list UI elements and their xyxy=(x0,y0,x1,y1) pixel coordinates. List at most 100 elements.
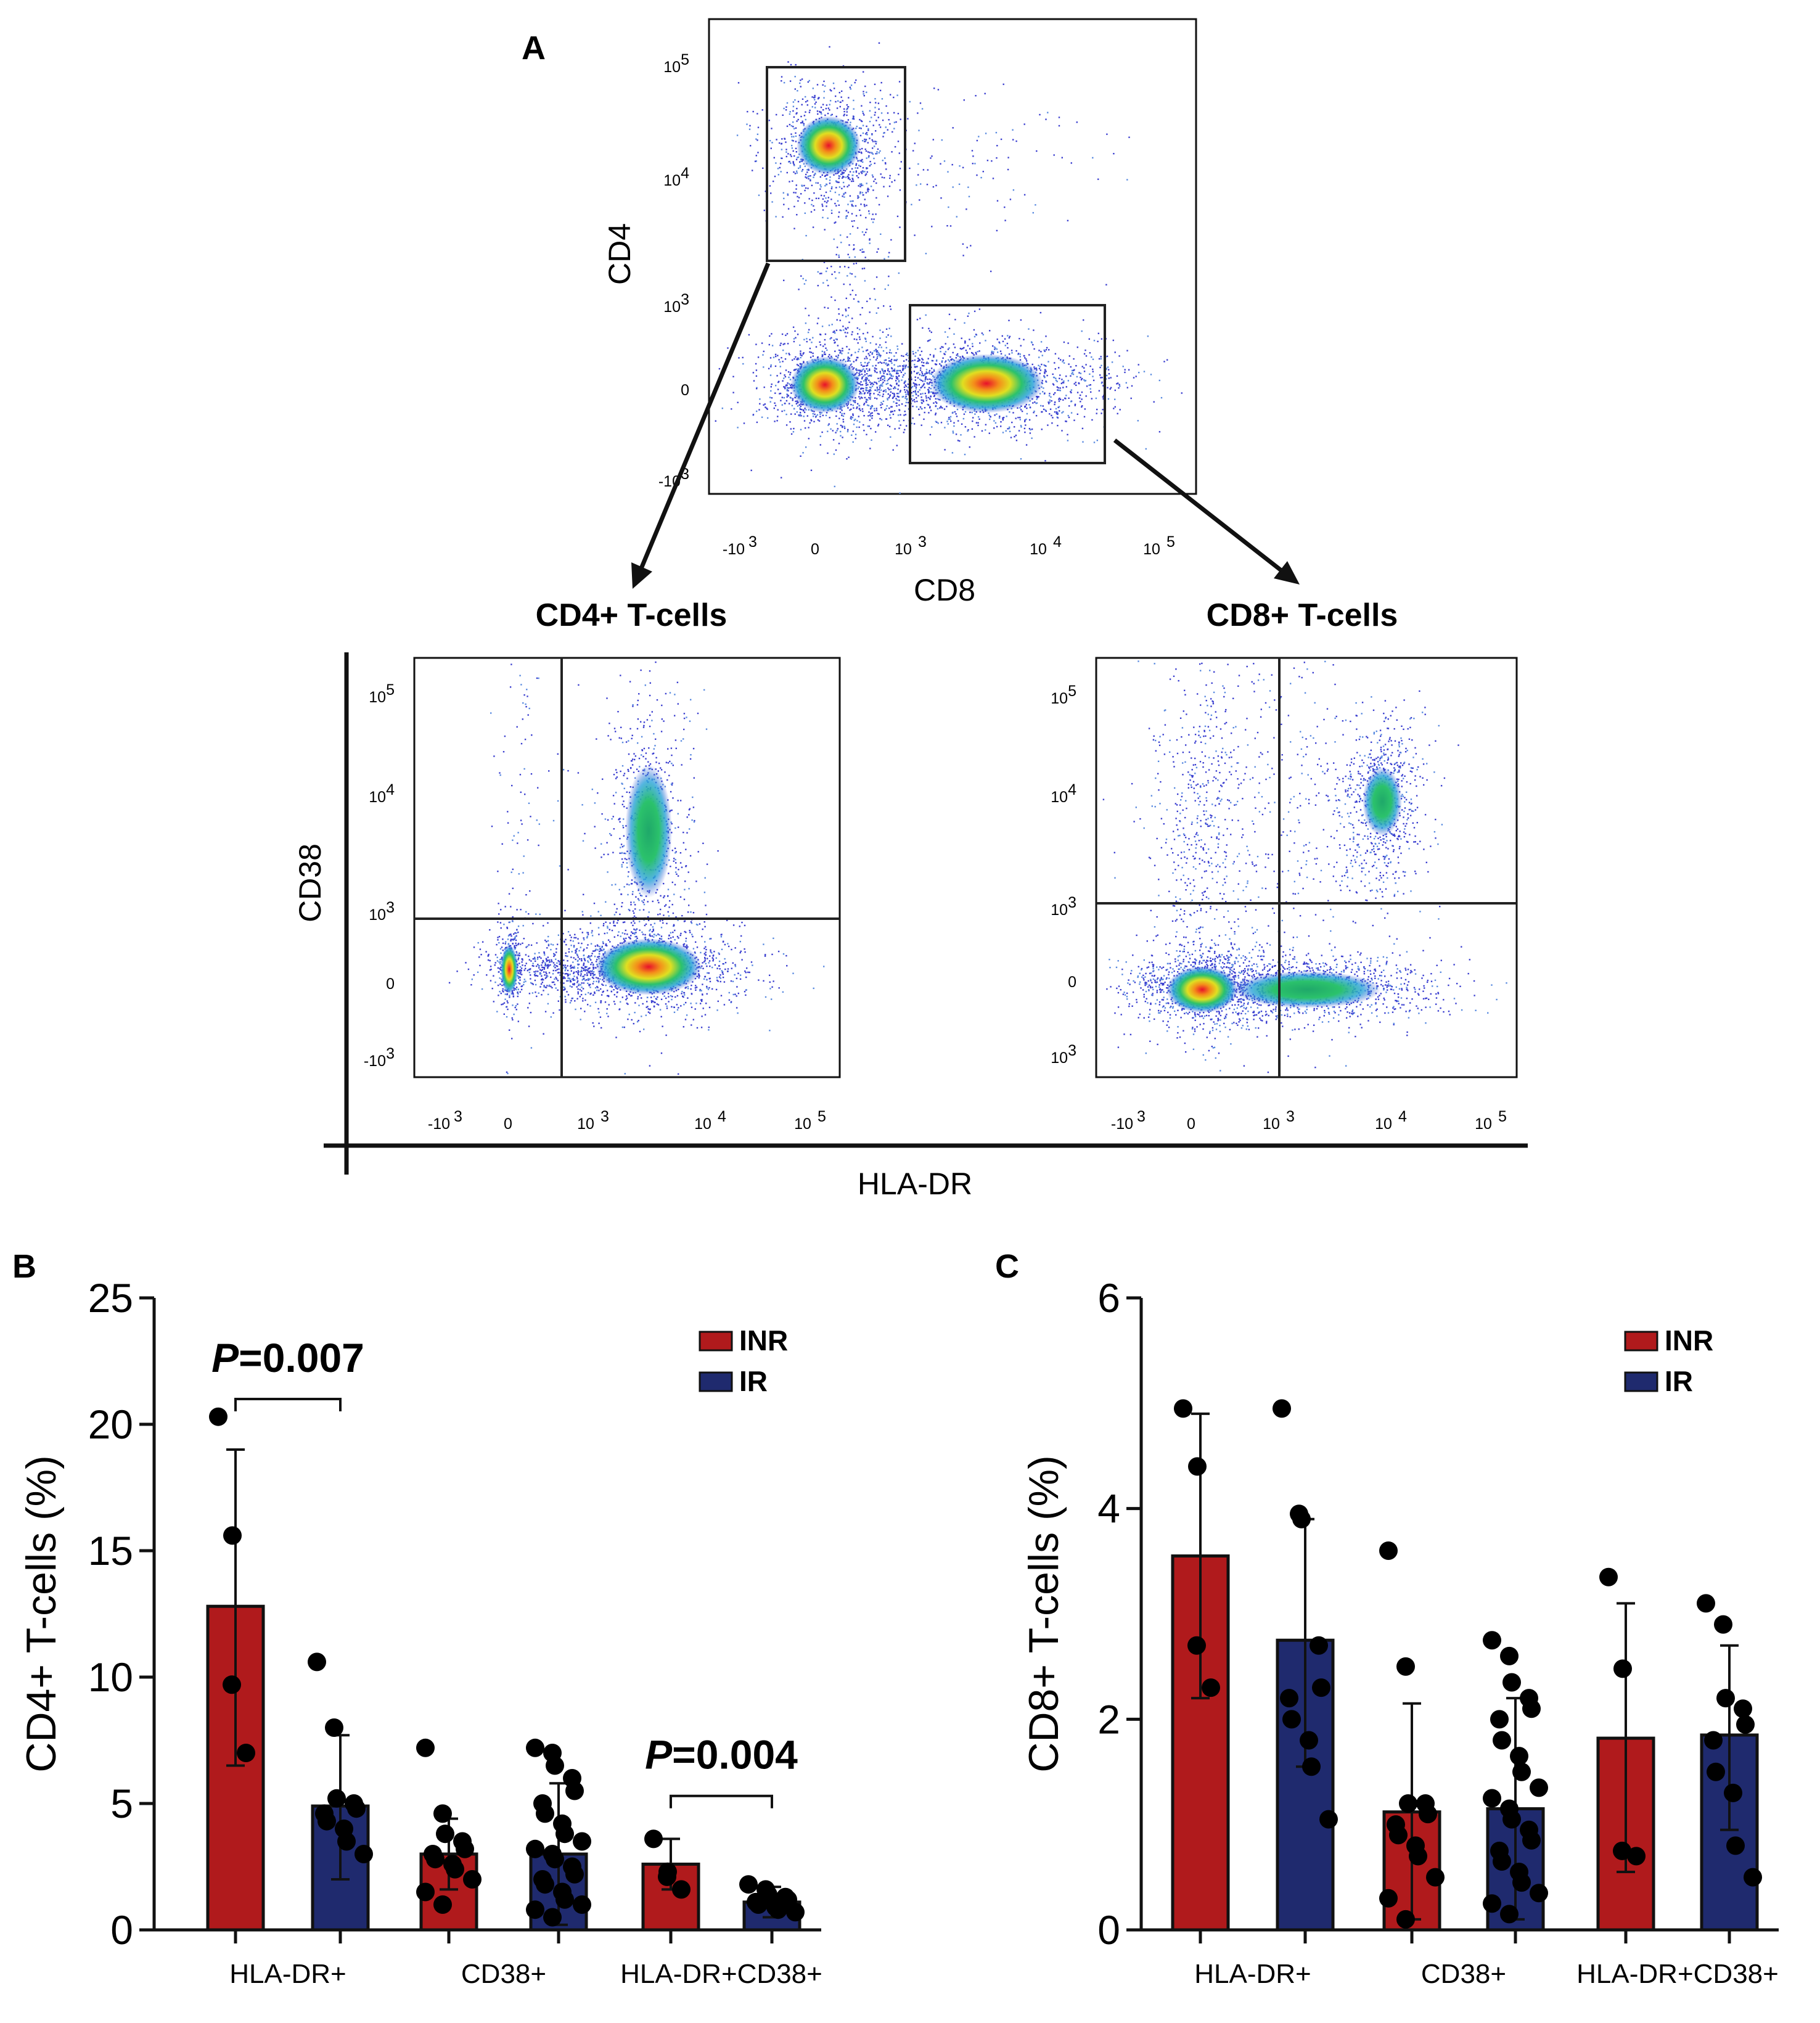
event-dot xyxy=(859,134,862,137)
event-dot xyxy=(816,322,819,324)
event-dot xyxy=(996,200,999,202)
event-dot xyxy=(927,388,929,391)
event-dot xyxy=(838,176,841,178)
event-dot xyxy=(898,427,900,429)
event-dot xyxy=(1044,364,1046,367)
event-dot xyxy=(850,88,851,90)
event-dot xyxy=(819,334,822,335)
event-dot xyxy=(974,413,976,415)
event-dot xyxy=(836,339,838,340)
event-dot xyxy=(740,950,742,952)
event-dot xyxy=(869,408,872,410)
event-dot xyxy=(896,382,898,384)
event-dot xyxy=(879,124,880,126)
event-dot xyxy=(898,396,900,398)
event-dot xyxy=(793,136,795,137)
event-dot xyxy=(1063,362,1065,364)
event-dot xyxy=(884,157,886,159)
event-dot xyxy=(988,412,990,414)
event-dot xyxy=(869,386,871,388)
event-dot xyxy=(887,387,889,389)
event-dot xyxy=(1080,394,1081,396)
event-dot xyxy=(888,327,890,329)
event-dot xyxy=(759,398,761,400)
event-dot xyxy=(846,458,848,460)
event-dot xyxy=(965,208,967,210)
event-dot xyxy=(883,362,885,364)
event-dot xyxy=(914,366,916,368)
event-dot xyxy=(734,974,736,976)
event-dot xyxy=(922,169,925,171)
event-dot xyxy=(1026,407,1028,409)
event-dot xyxy=(1044,372,1046,374)
event-dot xyxy=(774,402,776,404)
event-dot xyxy=(801,184,803,186)
event-dot xyxy=(823,261,826,263)
event-dot xyxy=(1124,369,1126,371)
event-dot xyxy=(1118,384,1120,385)
event-dot xyxy=(942,357,944,359)
event-dot xyxy=(824,114,826,117)
event-dot xyxy=(543,967,546,969)
event-dot xyxy=(954,319,956,321)
event-dot xyxy=(606,1012,608,1014)
axis-tick-label: 0 xyxy=(681,382,689,399)
event-dot xyxy=(917,395,919,397)
event-dot xyxy=(822,414,824,416)
event-dot xyxy=(990,270,992,273)
event-dot xyxy=(875,182,877,184)
event-dot xyxy=(764,996,767,998)
event-dot xyxy=(893,112,895,114)
event-dot xyxy=(828,423,830,425)
event-dot xyxy=(827,107,829,109)
event-dot xyxy=(1099,366,1101,369)
event-dot xyxy=(589,978,591,980)
event-dot xyxy=(711,952,713,954)
event-dot xyxy=(798,197,800,199)
event-dot xyxy=(952,432,954,434)
event-dot xyxy=(567,973,569,975)
event-dot xyxy=(607,939,610,941)
event-dot xyxy=(789,379,792,380)
event-dot xyxy=(1106,355,1109,358)
event-dot xyxy=(854,400,856,402)
event-dot xyxy=(873,180,875,183)
event-dot xyxy=(916,372,918,374)
event-dot xyxy=(830,114,832,117)
event-dot xyxy=(896,402,898,404)
event-dot xyxy=(935,364,937,366)
event-dot xyxy=(859,409,861,411)
event-dot xyxy=(1091,398,1092,400)
event-dot xyxy=(896,399,898,401)
event-dot xyxy=(810,175,811,177)
event-dot xyxy=(838,254,840,256)
event-dot xyxy=(878,413,880,415)
event-dot xyxy=(762,354,764,356)
event-dot xyxy=(1135,375,1137,377)
event-dot xyxy=(891,406,893,408)
event-dot xyxy=(951,452,954,454)
event-dot xyxy=(690,988,692,990)
event-dot xyxy=(968,313,970,314)
event-dot xyxy=(756,421,758,424)
event-dot xyxy=(803,416,805,417)
event-dot xyxy=(763,943,764,945)
event-dot xyxy=(734,993,736,995)
hla-dr-axis-label: HLA-DR xyxy=(858,1167,972,1201)
event-dot xyxy=(856,406,858,408)
event-dot xyxy=(776,420,778,422)
event-dot xyxy=(842,419,844,421)
event-dot xyxy=(893,401,895,403)
event-dot xyxy=(686,1014,688,1016)
event-dot xyxy=(1073,369,1075,371)
event-dot xyxy=(876,151,878,153)
event-dot xyxy=(842,100,843,102)
event-dot xyxy=(864,199,866,200)
event-dot xyxy=(893,355,895,357)
event-dot xyxy=(691,1006,693,1008)
event-dot xyxy=(836,430,838,432)
event-dot xyxy=(989,418,991,421)
event-dot xyxy=(1043,375,1045,377)
event-dot xyxy=(857,197,859,199)
event-dot xyxy=(1015,350,1017,352)
